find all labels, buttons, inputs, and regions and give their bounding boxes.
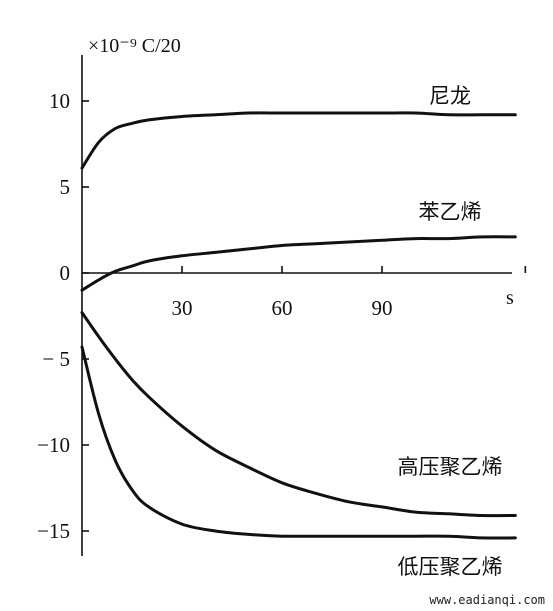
series-line-ldpe <box>80 345 517 540</box>
series-lines <box>80 111 517 540</box>
x-tick-label: 60 <box>272 296 293 320</box>
x-axis-label: s <box>506 287 514 309</box>
x-tick-label: 90 <box>372 296 393 320</box>
x-tick-label: 30 <box>172 296 193 320</box>
y-ticks: 10 5 0 − 5 −10 −15 <box>37 89 89 543</box>
y-tick-label: −10 <box>37 433 70 457</box>
unit-label: ×10⁻⁹ C/20 <box>88 35 181 57</box>
series-line-styrene <box>80 235 517 292</box>
x-ticks: 30 60 90 <box>172 266 527 320</box>
series-label-styrene: 苯乙烯 <box>419 200 482 224</box>
watermark-text: www.eadianqi.com <box>429 593 545 607</box>
y-tick-label: 0 <box>60 261 71 285</box>
y-tick-label: 10 <box>49 89 70 113</box>
series-label-hdpe: 高压聚乙烯 <box>398 455 503 479</box>
series-label-nylon: 尼龙 <box>429 84 471 108</box>
y-tick-label: −15 <box>37 519 70 543</box>
series-label-ldpe: 低压聚乙烯 <box>398 555 503 579</box>
series-line-hdpe <box>80 311 517 518</box>
y-tick-label: − 5 <box>42 347 70 371</box>
axes <box>81 55 512 556</box>
series-line-nylon <box>80 111 517 170</box>
y-tick-label: 5 <box>60 175 71 199</box>
